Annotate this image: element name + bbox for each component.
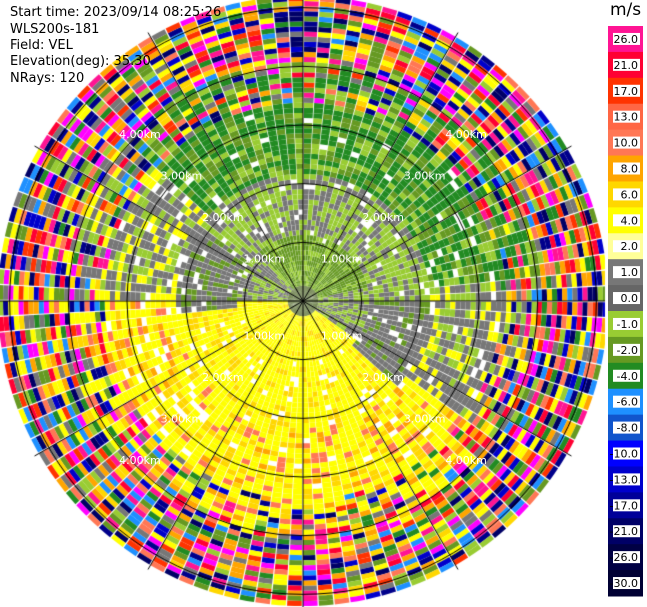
colorbar-unit: m/s: [610, 0, 642, 20]
start-time-label: Start time: 2023/09/14 08:25:26: [10, 5, 222, 20]
device-label: WLS200s-181: [10, 22, 100, 37]
nrays-label: NRays: 120: [10, 71, 85, 86]
field-label: Field: VEL: [10, 38, 73, 53]
elevation-label: Elevation(deg): 35.30: [10, 54, 151, 69]
